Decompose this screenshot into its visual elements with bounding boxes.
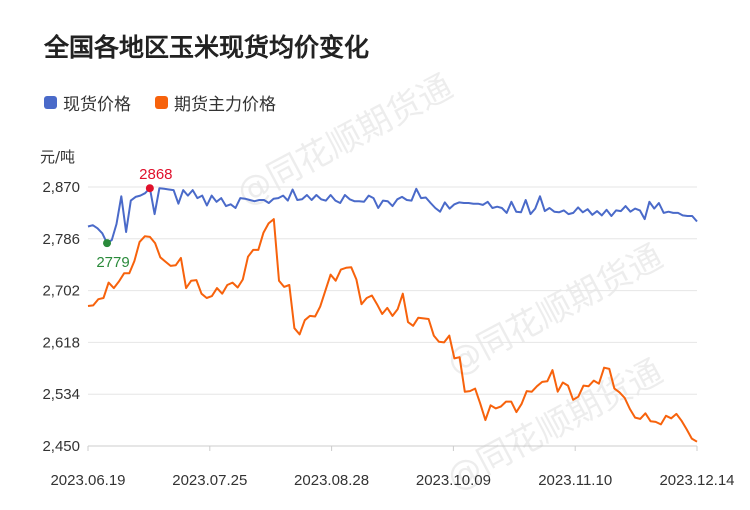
y-tick-label-5: 2,450: [42, 438, 80, 455]
annotation-label-0: 2868: [139, 166, 172, 183]
legend-swatch-spot: [44, 96, 57, 109]
legend-item-futures[interactable]: 期货主力价格: [155, 90, 276, 115]
legend: 现货价格 期货主力价格: [44, 90, 276, 115]
x-tick-label-1: 2023.07.25: [172, 472, 247, 489]
annotation-label-1: 2779: [96, 254, 129, 271]
legend-item-spot[interactable]: 现货价格: [44, 90, 131, 115]
x-tick-label-2: 2023.08.28: [294, 472, 369, 489]
annotation-point-1: [103, 239, 112, 248]
x-tick-label-4: 2023.11.10: [538, 472, 612, 489]
y-tick-label-2: 2,702: [42, 283, 80, 300]
y-tick-label-1: 2,786: [42, 231, 80, 248]
legend-label-futures: 期货主力价格: [174, 95, 276, 115]
x-tick-label-5: 2023.12.14: [659, 472, 734, 489]
y-tick-label-0: 2,870: [42, 179, 80, 196]
watermark-0: @同花顺期货通: [230, 67, 459, 214]
x-tick-label-3: 2023.10.09: [416, 472, 491, 489]
y-tick-label-4: 2,534: [42, 386, 80, 403]
x-tick-label-0: 2023.06.19: [50, 472, 125, 489]
series-line-futures: [87, 218, 698, 443]
annotation-point-0: [145, 184, 154, 193]
y-tick-label-3: 2,618: [42, 334, 80, 351]
y-axis-unit: 元/吨: [40, 148, 76, 166]
chart-title: 全国各地区玉米现货均价变化: [44, 33, 370, 62]
legend-swatch-futures: [155, 96, 168, 109]
series-line-spot: [87, 187, 698, 245]
legend-label-spot: 现货价格: [63, 95, 131, 115]
